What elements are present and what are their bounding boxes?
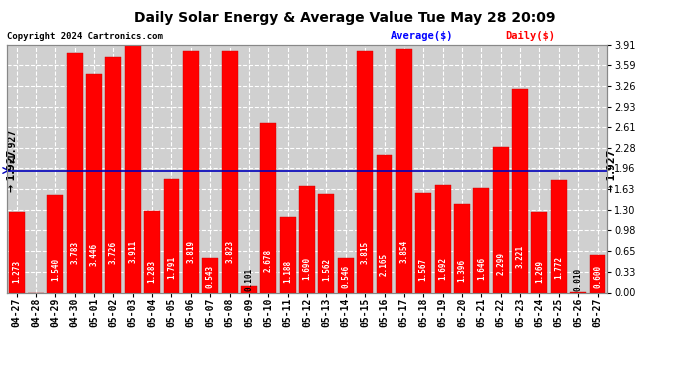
Bar [357,51,373,292]
Bar [589,255,605,292]
Text: 3.911: 3.911 [128,240,137,263]
Bar [396,48,412,292]
Text: 3.854: 3.854 [400,240,408,263]
Text: 1.791: 1.791 [167,256,176,279]
Bar [86,74,102,292]
Bar [338,258,354,292]
Text: 0.010: 0.010 [573,268,582,291]
Text: 3.819: 3.819 [186,240,195,264]
Text: 2.678: 2.678 [264,249,273,272]
Text: 0.546: 0.546 [342,265,351,288]
Bar [279,217,295,292]
Text: 1.188: 1.188 [283,260,292,284]
Text: 3.221: 3.221 [515,245,524,268]
Text: 0.543: 0.543 [206,265,215,288]
Text: 1.273: 1.273 [12,260,21,283]
Text: 3.726: 3.726 [109,241,118,264]
Text: → 1.927: → 1.927 [8,149,17,192]
Bar [106,57,121,292]
Text: 3.783: 3.783 [70,241,79,264]
Text: Daily($): Daily($) [505,31,555,41]
Text: 3.815: 3.815 [361,240,370,264]
Text: 2.299: 2.299 [496,252,505,275]
Text: Average($): Average($) [391,31,453,41]
Text: ↑1.927: ↑1.927 [7,128,17,163]
Text: 3.446: 3.446 [90,243,99,266]
Bar [377,156,393,292]
Bar [183,51,199,292]
Bar [531,212,547,292]
Bar [435,185,451,292]
Bar [144,211,160,292]
Bar [319,194,335,292]
Bar [512,88,528,292]
Bar [221,51,237,292]
Bar [415,193,431,292]
Bar [164,179,179,292]
Text: 2.165: 2.165 [380,253,389,276]
Text: 0.101: 0.101 [244,268,253,291]
Text: 1.540: 1.540 [51,258,60,281]
Text: 1.567: 1.567 [419,258,428,280]
Bar [48,195,63,292]
Text: 1.690: 1.690 [302,256,312,280]
Text: 1.562: 1.562 [322,258,331,280]
Text: 1.772: 1.772 [554,256,563,279]
Text: 1.269: 1.269 [535,260,544,283]
Bar [202,258,218,292]
Bar [551,180,566,292]
Text: 1.396: 1.396 [457,259,466,282]
Text: → 1.927: → 1.927 [607,149,617,192]
Bar [125,45,141,292]
Bar [260,123,276,292]
Bar [493,147,509,292]
Text: Copyright 2024 Cartronics.com: Copyright 2024 Cartronics.com [7,32,163,41]
Bar [241,286,257,292]
Text: 1.646: 1.646 [477,257,486,280]
Bar [454,204,470,292]
Text: 3.823: 3.823 [225,240,234,264]
Bar [9,212,25,292]
Bar [67,53,83,292]
Bar [473,188,489,292]
Text: Daily Solar Energy & Average Value Tue May 28 20:09: Daily Solar Energy & Average Value Tue M… [135,11,555,25]
Text: 1.283: 1.283 [148,260,157,283]
Text: 1.692: 1.692 [438,256,447,280]
Text: 0.600: 0.600 [593,265,602,288]
Bar [299,186,315,292]
